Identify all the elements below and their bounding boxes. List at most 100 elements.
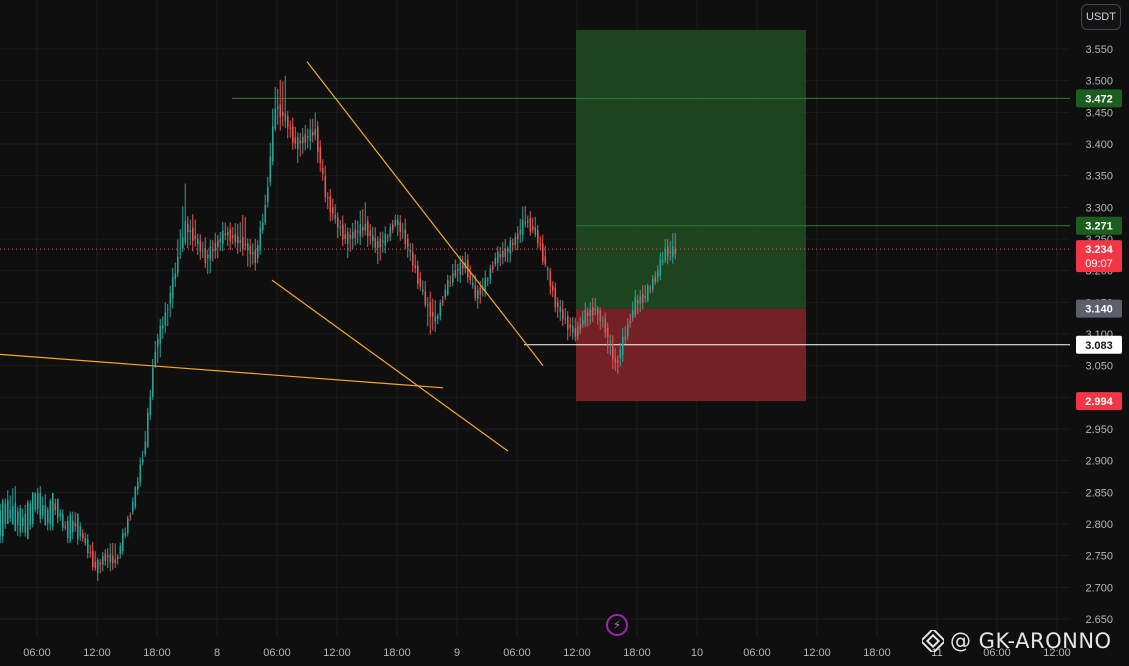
candle-body [519,229,522,235]
candle-body [197,238,199,245]
price-label-entry: 3.140 [1076,299,1122,318]
candle-body [509,240,512,254]
trendlines[interactable] [0,61,544,452]
candle-body [344,234,347,239]
candle-body [179,253,182,255]
candle-body [367,221,369,237]
x-tick-label: 18:00 [143,647,171,659]
candle-body [262,222,264,231]
candle-body [604,317,607,333]
candle-body [132,501,134,512]
candle-body [452,272,454,283]
candle-body [329,195,332,213]
candle-body [292,126,294,143]
candle-body [394,220,397,225]
candle-body [102,556,104,565]
x-tick-label: 12:00 [1043,647,1071,659]
price-label-value: 3.140 [1085,304,1113,316]
price-label-last-price: 3.234 09:07 [1076,240,1122,273]
profit-zone [576,30,806,309]
candle-body [274,108,277,129]
candle-body [442,300,444,303]
x-tick-label: 18:00 [863,647,891,659]
candle-body [22,517,24,526]
candle-body [439,302,442,316]
y-tick-label: 2.900 [1085,456,1113,468]
candle-body [137,482,139,490]
candle-body [139,464,142,483]
candle-body [637,299,639,304]
candle-body [319,147,322,163]
x-tick-label: 8 [214,647,220,659]
candle-body [279,104,282,118]
candle-body [297,137,299,150]
candle-body [64,526,67,528]
currency-button[interactable]: USDT [1081,4,1121,30]
candle-body [647,286,649,302]
candle-body [112,556,114,563]
candle-body [32,492,34,524]
candle-body [459,262,462,275]
y-tick-label: 3.350 [1085,171,1113,183]
candle-body [454,270,457,276]
candle-body [294,137,297,144]
candle-body [474,285,477,299]
candle-body [399,222,402,233]
candle-body [492,265,494,270]
candle-body [667,246,669,257]
candle-body [407,239,409,247]
candle-body [97,560,99,574]
price-label-horizontal-line: 3.083 [1076,335,1122,354]
candle-body [84,537,87,544]
x-tick-label: 06:00 [23,647,51,659]
candle-body [512,242,514,245]
candle-body [652,279,654,290]
x-tick-label: 11 [931,647,942,659]
candle-body [624,336,627,340]
candle-body [587,312,589,316]
candle-body [44,505,47,526]
candle-body [524,222,527,224]
lightning-icon[interactable]: ⚡ [606,614,628,636]
candle-body [302,136,304,144]
price-axis[interactable]: 3.5503.5003.4503.4003.3503.3003.2503.200… [1085,44,1113,626]
candle-body [644,296,647,298]
candle-body [307,136,309,138]
time-axis[interactable]: 06:00 12:00 18:00 8 06:00 12:00 18:00 9 06:00 12:… [23,647,1071,659]
candle-body [49,501,52,525]
candle-body [549,271,552,286]
candle-body [177,257,179,274]
y-tick-label: 3.550 [1085,44,1113,56]
candle-body [562,309,564,320]
candle-body [9,509,12,518]
y-tick-label: 2.850 [1085,487,1113,499]
price-label-box [1076,216,1122,235]
candle-body [669,251,672,253]
candle-body [607,327,609,338]
candle-body [12,505,14,525]
candle-body [247,243,249,251]
candle-body [477,290,479,299]
candle-body [417,265,419,284]
candle-body [517,233,519,240]
candle-body [402,231,404,233]
candle-body [214,242,217,252]
candle-body [612,344,614,359]
candle-body [37,493,39,509]
candle-body [57,498,59,518]
candle-body [369,231,372,236]
candle-body [99,562,102,565]
candle-body [54,503,57,511]
candle-body [324,176,327,198]
candle-body [507,248,509,252]
candle-body [309,129,312,142]
candle-body [434,316,437,322]
price-label-countdown: 09:07 [1085,258,1113,270]
candle-body [484,278,487,292]
candle-body [494,258,497,265]
candle-body [552,285,554,291]
candle-body [534,227,537,235]
candle-body [654,276,657,283]
candle-body [199,241,202,252]
